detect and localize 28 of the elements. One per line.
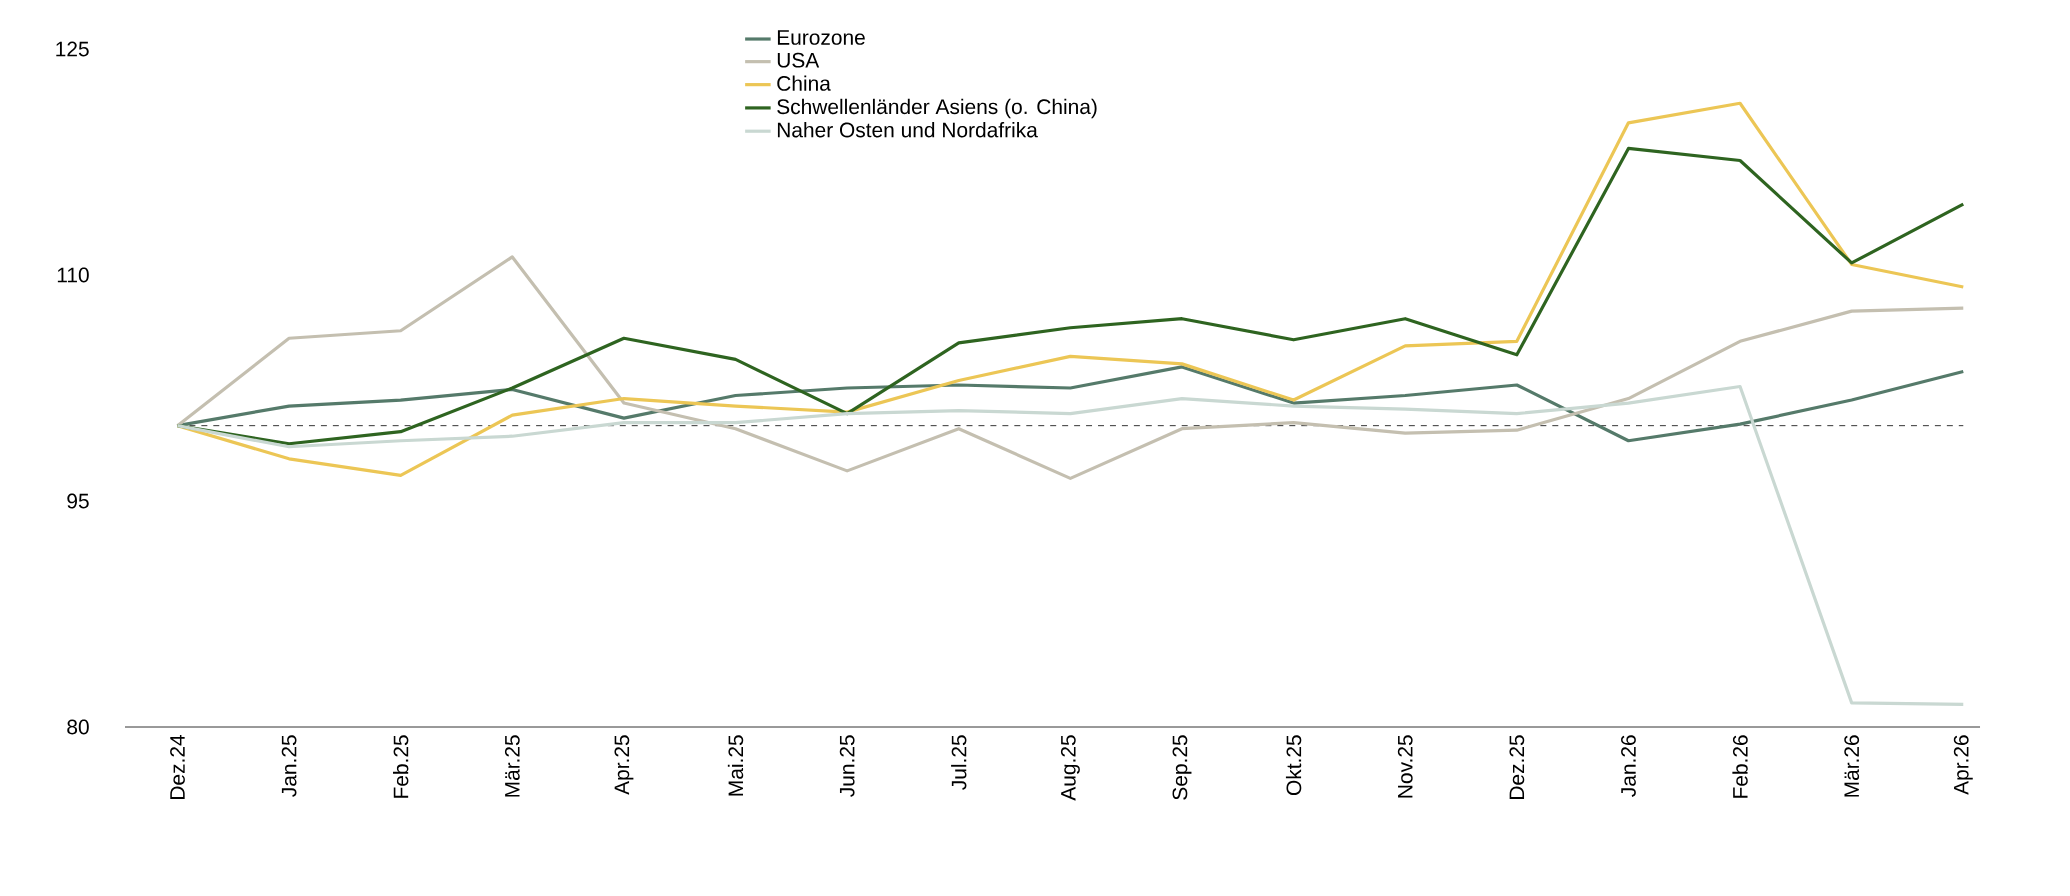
legend-label: USA bbox=[777, 52, 820, 68]
x-tick-label: Mär.26 bbox=[1844, 735, 1860, 797]
legend-label: Eurozone bbox=[777, 30, 865, 45]
x-tick-label: Okt.25 bbox=[1285, 735, 1302, 795]
x-tick-label: Sep.25 bbox=[1172, 735, 1192, 800]
x-tick-label: Mai.25 bbox=[727, 735, 744, 796]
legend-label: Naher Osten und Nordafrika bbox=[777, 122, 1038, 138]
x-tick-label: Dez.25 bbox=[1509, 735, 1525, 799]
x-tick-label: Apr.26 bbox=[1953, 735, 1973, 795]
x-tick-label: Mär.25 bbox=[504, 735, 520, 797]
legend-label: China bbox=[777, 75, 831, 91]
y-tick-label: 125 bbox=[56, 41, 89, 57]
x-tick-label: Nov.25 bbox=[1397, 735, 1413, 798]
y-tick-label: 95 bbox=[67, 493, 89, 509]
line-series bbox=[175, 384, 1965, 706]
x-tick-label: Feb.26 bbox=[1732, 735, 1748, 798]
x-tick-label: Jun.25 bbox=[839, 735, 855, 797]
line-series bbox=[175, 255, 1965, 480]
x-tick-label: Apr.25 bbox=[614, 735, 634, 795]
x-tick-label: Dez.24 bbox=[170, 735, 185, 799]
x-tick-label: Jan.26 bbox=[1621, 735, 1636, 797]
x-tick-label: Jan.25 bbox=[281, 735, 297, 797]
y-tick-label: 110 bbox=[57, 267, 89, 283]
x-tick-label: Feb.25 bbox=[393, 735, 409, 798]
x-tick-label: Jul.25 bbox=[951, 735, 967, 790]
y-tick-label: 80 bbox=[67, 719, 89, 735]
x-tick-label: Aug.25 bbox=[1060, 735, 1080, 801]
legend-label: Schwellenländer Asiens (o. China) bbox=[777, 98, 1097, 119]
